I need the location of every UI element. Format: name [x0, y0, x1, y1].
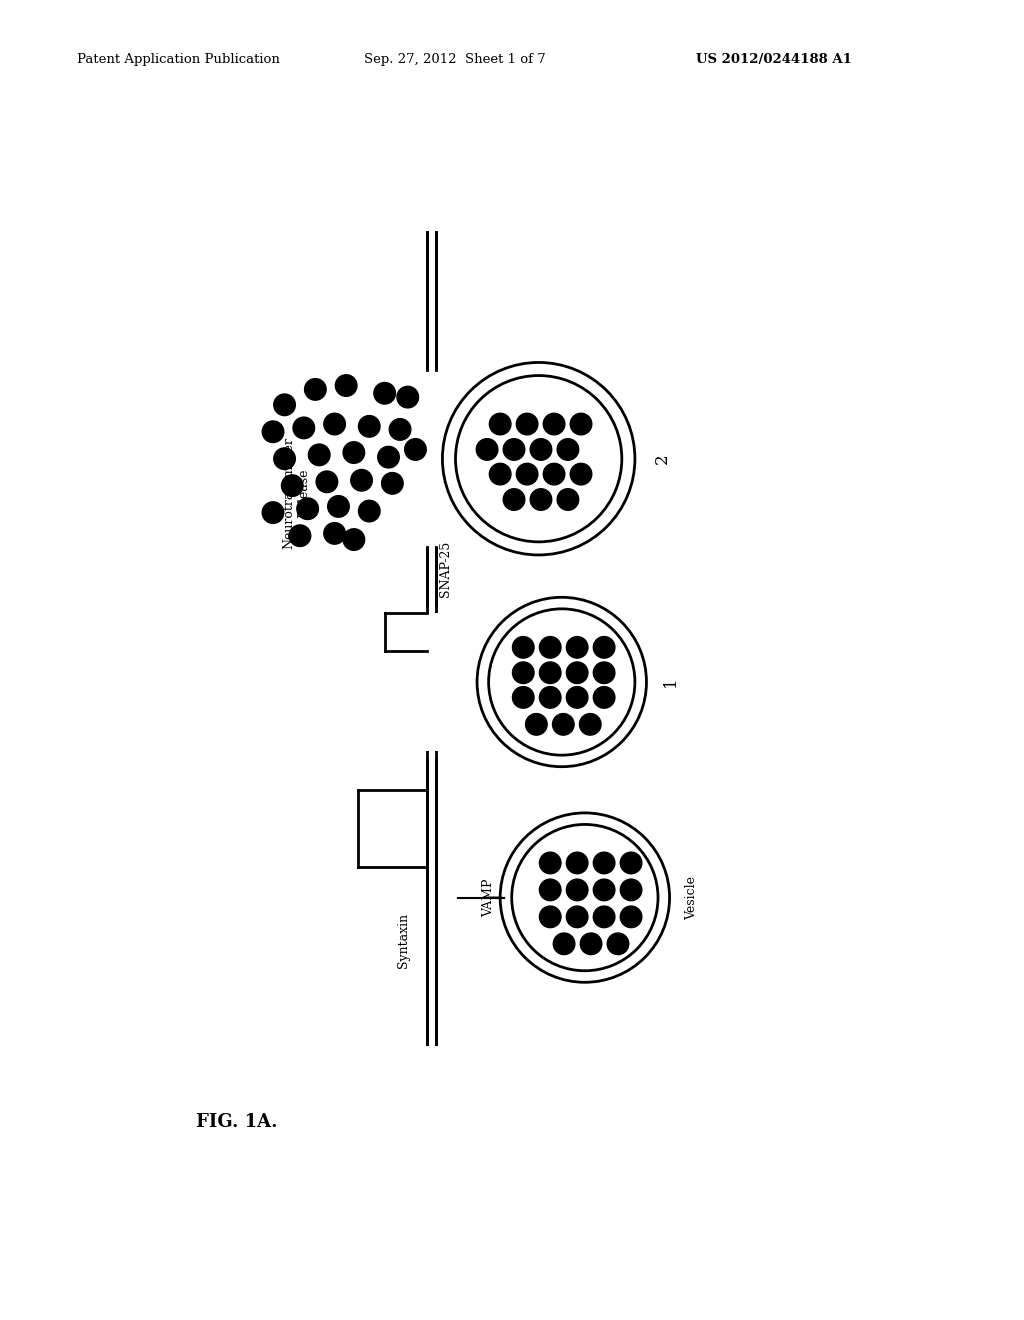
- Circle shape: [442, 363, 635, 554]
- Circle shape: [553, 714, 574, 735]
- Circle shape: [503, 488, 524, 511]
- Circle shape: [553, 933, 574, 954]
- Circle shape: [488, 609, 635, 755]
- Circle shape: [512, 825, 658, 970]
- Circle shape: [621, 879, 642, 900]
- Circle shape: [489, 463, 511, 484]
- Circle shape: [566, 686, 588, 708]
- Circle shape: [544, 413, 565, 434]
- Circle shape: [566, 636, 588, 659]
- Circle shape: [378, 446, 399, 469]
- Circle shape: [503, 438, 524, 461]
- Circle shape: [516, 463, 538, 484]
- Text: 2: 2: [654, 453, 671, 465]
- Text: Vesicle: Vesicle: [685, 875, 698, 920]
- Text: Neurotransmitter
Release: Neurotransmitter Release: [282, 437, 310, 549]
- Circle shape: [581, 933, 602, 954]
- Circle shape: [570, 413, 592, 434]
- Circle shape: [512, 663, 535, 684]
- Circle shape: [308, 444, 330, 466]
- Circle shape: [540, 853, 561, 874]
- Circle shape: [304, 379, 326, 400]
- Circle shape: [262, 502, 284, 523]
- Circle shape: [297, 498, 318, 520]
- Circle shape: [593, 663, 614, 684]
- Circle shape: [351, 470, 373, 491]
- Circle shape: [358, 416, 380, 437]
- Circle shape: [621, 906, 642, 928]
- Circle shape: [593, 636, 614, 659]
- Circle shape: [343, 529, 365, 550]
- Circle shape: [316, 471, 338, 492]
- Circle shape: [516, 413, 538, 434]
- Bar: [425, 370, 438, 548]
- Circle shape: [336, 375, 357, 396]
- Circle shape: [540, 663, 561, 684]
- Circle shape: [512, 686, 535, 708]
- Text: Patent Application Publication: Patent Application Publication: [77, 53, 280, 66]
- Circle shape: [557, 438, 579, 461]
- Circle shape: [593, 879, 614, 900]
- Circle shape: [282, 475, 303, 496]
- Circle shape: [404, 438, 426, 461]
- Circle shape: [540, 906, 561, 928]
- Circle shape: [512, 636, 535, 659]
- Circle shape: [530, 488, 552, 511]
- Circle shape: [358, 500, 380, 521]
- Circle shape: [477, 597, 646, 767]
- Circle shape: [566, 879, 588, 900]
- Circle shape: [324, 413, 345, 434]
- Circle shape: [382, 473, 403, 494]
- Circle shape: [343, 442, 365, 463]
- Circle shape: [476, 438, 498, 461]
- Text: FIG. 1A.: FIG. 1A.: [196, 1113, 278, 1131]
- Circle shape: [540, 686, 561, 708]
- Circle shape: [607, 933, 629, 954]
- Circle shape: [525, 714, 547, 735]
- Circle shape: [593, 906, 614, 928]
- Circle shape: [456, 375, 622, 541]
- Text: US 2012/0244188 A1: US 2012/0244188 A1: [696, 53, 852, 66]
- Circle shape: [566, 906, 588, 928]
- Circle shape: [540, 879, 561, 900]
- Text: Syntaxin: Syntaxin: [397, 913, 411, 968]
- Circle shape: [544, 463, 565, 484]
- Circle shape: [397, 387, 419, 408]
- Circle shape: [273, 447, 295, 470]
- Circle shape: [570, 463, 592, 484]
- Circle shape: [500, 813, 670, 982]
- Circle shape: [374, 383, 395, 404]
- Bar: [425, 612, 438, 751]
- Circle shape: [540, 636, 561, 659]
- Circle shape: [580, 714, 601, 735]
- Circle shape: [566, 853, 588, 874]
- Circle shape: [324, 523, 345, 544]
- Text: Sep. 27, 2012  Sheet 1 of 7: Sep. 27, 2012 Sheet 1 of 7: [364, 53, 545, 66]
- Circle shape: [621, 853, 642, 874]
- Circle shape: [489, 413, 511, 434]
- Circle shape: [593, 853, 614, 874]
- Circle shape: [557, 488, 579, 511]
- Circle shape: [293, 417, 314, 438]
- Circle shape: [262, 421, 284, 442]
- Circle shape: [328, 496, 349, 517]
- Circle shape: [289, 525, 310, 546]
- Circle shape: [273, 393, 295, 416]
- Circle shape: [566, 663, 588, 684]
- Circle shape: [389, 418, 411, 441]
- Circle shape: [593, 686, 614, 708]
- Circle shape: [530, 438, 552, 461]
- Text: 1: 1: [662, 677, 679, 688]
- Text: SNAP-25: SNAP-25: [438, 541, 452, 597]
- Text: VAMP: VAMP: [481, 878, 495, 917]
